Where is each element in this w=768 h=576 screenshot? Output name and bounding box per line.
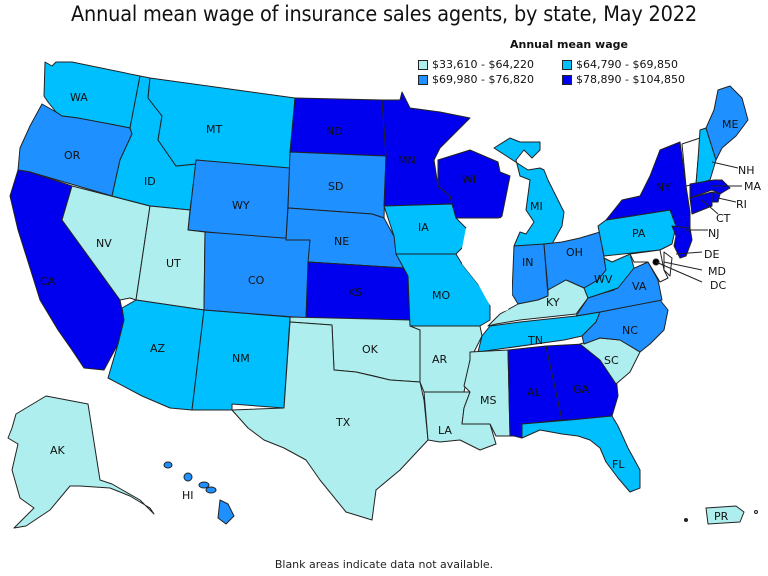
- state-AK[interactable]: [7, 395, 155, 529]
- label-TX: TX: [335, 416, 351, 429]
- label-CO: CO: [248, 274, 265, 287]
- label-MO: MO: [432, 289, 450, 302]
- legend-label: $78,890 - $104,850: [576, 73, 685, 86]
- label-GA: GA: [573, 383, 590, 396]
- label-ND: ND: [326, 125, 343, 138]
- label-MI: MI: [530, 200, 543, 213]
- legend-item-bin-1: $33,610 - $64,220: [418, 58, 534, 71]
- label-NV: NV: [96, 237, 112, 250]
- legend-label: $64,790 - $69,850: [576, 58, 678, 71]
- label-WA: WA: [70, 91, 88, 104]
- legend-swatch: [562, 59, 572, 70]
- legend-item-bin-2: $64,790 - $69,850: [562, 58, 678, 71]
- legend-label: $33,610 - $64,220: [432, 58, 534, 71]
- label-RI: RI: [736, 198, 747, 211]
- label-AL: AL: [527, 386, 542, 399]
- state-IL[interactable]: [462, 218, 512, 314]
- label-HI: HI: [182, 489, 194, 502]
- map-title: Annual mean wage of insurance sales agen…: [71, 2, 697, 26]
- label-NE: NE: [334, 235, 349, 248]
- label-OR: OR: [64, 149, 81, 162]
- label-WV: WV: [594, 273, 613, 286]
- state-HI[interactable]: [163, 461, 235, 525]
- label-TN: TN: [527, 334, 543, 347]
- legend-title: Annual mean wage: [510, 38, 628, 51]
- label-MN: MN: [398, 154, 416, 167]
- label-IN: IN: [522, 256, 533, 269]
- state-KY[interactable]: [487, 279, 589, 327]
- label-NM: NM: [232, 352, 250, 365]
- label-VA: VA: [632, 280, 647, 293]
- label-UT: UT: [166, 257, 181, 270]
- label-NH: NH: [738, 164, 755, 177]
- label-MS: MS: [480, 394, 496, 407]
- label-AK: AK: [50, 444, 66, 457]
- label-IA: IA: [418, 221, 429, 234]
- state-MS[interactable]: [461, 349, 511, 437]
- state-FL[interactable]: [521, 415, 641, 493]
- label-NJ: NJ: [708, 227, 719, 240]
- label-WI: WI: [462, 173, 476, 186]
- state-labels: WA OR CA NV ID MT WY UT AZ CO NM ND SD N…: [40, 91, 761, 523]
- label-MA: MA: [744, 180, 761, 193]
- label-KY: KY: [546, 296, 560, 309]
- legend-swatch: [562, 74, 572, 85]
- label-AZ: AZ: [150, 342, 166, 355]
- state-WI[interactable]: [437, 149, 511, 219]
- label-OK: OK: [362, 343, 379, 356]
- label-OH: OH: [566, 246, 583, 259]
- state-RI[interactable]: [711, 191, 721, 203]
- legend-item-bin-4: $78,890 - $104,850: [562, 73, 685, 86]
- label-DE: DE: [704, 248, 719, 261]
- state-NC[interactable]: [581, 299, 669, 353]
- label-SD: SD: [328, 180, 343, 193]
- label-DC: DC: [710, 279, 726, 292]
- legend-item-bin-3: $69,980 - $76,820: [418, 73, 534, 86]
- state-CT[interactable]: [689, 191, 713, 215]
- state-MO[interactable]: [395, 253, 491, 327]
- state-TX[interactable]: [231, 321, 429, 521]
- label-SC: SC: [604, 354, 619, 367]
- state-PR[interactable]: [705, 505, 745, 525]
- state-IN[interactable]: [511, 243, 549, 305]
- legend-label: $69,980 - $76,820: [432, 73, 534, 86]
- label-KS: KS: [348, 286, 362, 299]
- label-ID: ID: [144, 175, 156, 188]
- label-AR: AR: [432, 353, 448, 366]
- label-PA: PA: [632, 227, 646, 240]
- label-CA: CA: [40, 275, 56, 288]
- state-MD[interactable]: [629, 249, 669, 283]
- state-ME[interactable]: [705, 85, 749, 161]
- state-DE[interactable]: [663, 251, 673, 277]
- legend-swatch: [418, 74, 428, 85]
- label-ME: ME: [722, 118, 738, 131]
- label-NC: NC: [622, 324, 638, 337]
- label-NY: NY: [656, 181, 671, 194]
- state-NY[interactable]: [605, 141, 691, 237]
- footnote: Blank areas indicate data not available.: [274, 558, 494, 571]
- label-LA: LA: [438, 424, 452, 437]
- label-CT: CT: [716, 212, 731, 225]
- label-FL: FL: [612, 458, 625, 471]
- state-MI[interactable]: [493, 137, 565, 247]
- label-MD: MD: [708, 265, 726, 278]
- label-MT: MT: [206, 123, 222, 136]
- label-PR: PR: [714, 510, 729, 523]
- label-WY: WY: [232, 199, 250, 212]
- legend-swatch: [418, 59, 428, 70]
